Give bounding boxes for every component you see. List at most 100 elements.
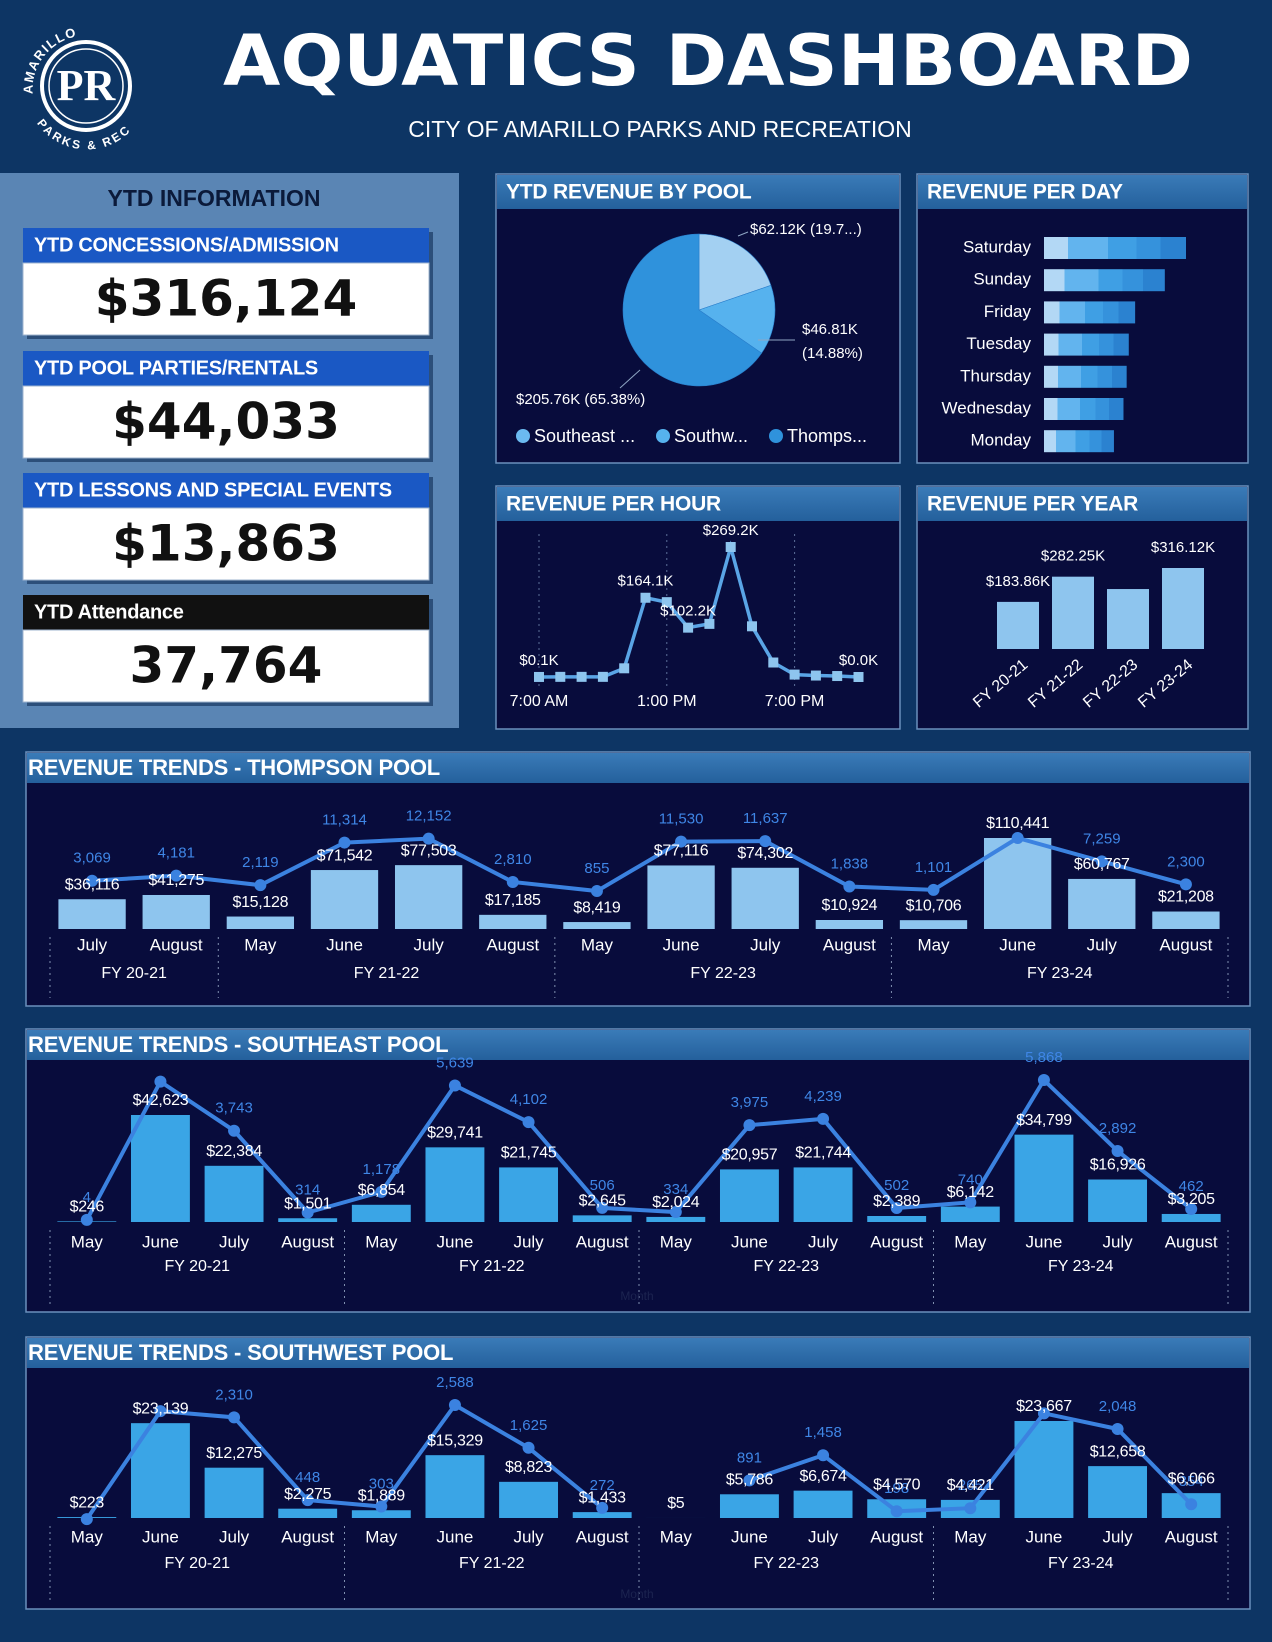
bar-value-label: $12,275 (206, 1445, 262, 1462)
bar (1014, 1134, 1074, 1222)
x-tick-label: 7:00 AM (510, 693, 569, 710)
line-value-label: 891 (737, 1449, 762, 1466)
line-value-label: 4 (83, 1189, 91, 1206)
line-value-label: 740 (958, 1171, 983, 1188)
line-value-label: 5,639 (436, 1054, 474, 1071)
bar-value-label: $223 (70, 1494, 105, 1511)
bar-value-label: $5,786 (726, 1472, 774, 1489)
bar-value-label: $21,208 (1158, 889, 1214, 906)
bar (351, 1510, 411, 1518)
value-label: $46.81K (14.88%) (802, 321, 863, 362)
bar (1044, 365, 1127, 388)
card-label: YTD CONCESSIONS/ADMISSION (34, 234, 339, 256)
line-value-label: 2,310 (215, 1386, 253, 1403)
card-value: $316,124 (95, 270, 358, 328)
bar-value-label: $12,658 (1090, 1443, 1146, 1460)
x-tick-label: May (71, 1232, 104, 1251)
panel-title: REVENUE TRENDS - THOMPSON POOL (28, 755, 440, 780)
bar-value-label: $6,854 (358, 1182, 406, 1199)
bar (646, 1216, 706, 1222)
legend-label: Thomps... (787, 426, 867, 446)
line-value-label: 354 (1179, 1473, 1204, 1490)
panel-header (27, 753, 1249, 783)
bar (1044, 430, 1114, 453)
legend-label: Southw... (674, 426, 748, 446)
x-tick-label: May (660, 1527, 693, 1546)
value-label-box: $62.12K (19.7...) (750, 221, 862, 238)
marker (375, 1500, 388, 1513)
marker (1185, 1498, 1198, 1511)
bar (1052, 576, 1094, 649)
bar (899, 920, 968, 929)
x-tick-label: August (1165, 1527, 1218, 1546)
x-tick-label: May (244, 935, 277, 954)
marker (596, 1201, 609, 1214)
panel-header (918, 487, 1247, 521)
value-label: $282.25K (1041, 548, 1105, 565)
value-label: $0.1K (519, 652, 558, 669)
marker (789, 669, 800, 680)
line (91, 835, 1187, 894)
marker (1111, 1422, 1124, 1435)
bar (1161, 1213, 1221, 1222)
bar (1044, 269, 1165, 292)
line-value-label: 3,975 (731, 1094, 769, 1111)
x-tick-label: May (954, 1527, 987, 1546)
x-tick-label: June (999, 935, 1036, 954)
value-label-box: $205.76K (65.38%) (516, 391, 645, 408)
group-label: FY 21-22 (459, 1555, 525, 1572)
x-tick-label: July (808, 1232, 839, 1251)
bar-value-label: $2,389 (873, 1193, 921, 1210)
line-value-label: 855 (584, 860, 609, 877)
x-tick-label: July (513, 1527, 544, 1546)
marker (448, 1399, 461, 1411)
category-label: Tuesday (966, 334, 1031, 353)
bar-value-label: $71,542 (317, 847, 373, 864)
bar-value-label: $6,142 (947, 1184, 995, 1201)
value-label: $62.12K (19.7...) (750, 221, 862, 238)
marker (725, 542, 736, 552)
bar (204, 1165, 264, 1222)
bar (394, 865, 463, 929)
marker (747, 621, 757, 632)
bar-value-label: $74,302 (737, 845, 793, 862)
legend-swatch (656, 429, 670, 443)
line-value-label: 5,868 (1025, 1049, 1063, 1066)
group-label: FY 20-21 (101, 965, 167, 982)
line-value-label: 448 (295, 1469, 320, 1486)
x-tick-label: August (870, 1232, 923, 1251)
line-value-label: 198 (884, 1480, 909, 1497)
line-value-label: 1,178 (363, 1161, 401, 1178)
marker (80, 1213, 93, 1226)
bar (1044, 398, 1124, 420)
bar (940, 1206, 1000, 1222)
card-body (22, 262, 430, 336)
marker (154, 1075, 167, 1088)
marker (338, 836, 351, 849)
marker (1037, 1407, 1050, 1420)
x-tick-label: July (1102, 1527, 1133, 1546)
marker (890, 1505, 903, 1518)
bar-value-label: $17,185 (485, 892, 541, 909)
x-tick-label: June (663, 935, 700, 954)
bar (997, 601, 1039, 649)
line-value-label: 1,625 (510, 1417, 548, 1434)
bar-value-label: $41,275 (148, 872, 204, 889)
x-tick-label: June (437, 1232, 474, 1251)
bar-value-label: $2,645 (579, 1193, 627, 1210)
category-label: Monday (971, 431, 1032, 450)
card-label: YTD LESSONS AND SPECIAL EVENTS (34, 479, 392, 501)
panel (495, 485, 901, 730)
group-label: FY 21-22 (354, 965, 420, 982)
bar-value-label: $77,503 (401, 842, 457, 859)
bar (226, 916, 295, 929)
bar-value-label: $42,623 (133, 1092, 189, 1109)
card-label: YTD POOL PARTIES/RENTALS (34, 357, 318, 379)
bar-value-label: $1,889 (358, 1487, 406, 1504)
bar-value-label: $4,570 (873, 1476, 921, 1493)
x-tick-label: July (219, 1527, 250, 1546)
marker (170, 869, 183, 882)
marker (669, 1206, 682, 1219)
marker (927, 883, 940, 896)
marker (80, 1513, 93, 1526)
